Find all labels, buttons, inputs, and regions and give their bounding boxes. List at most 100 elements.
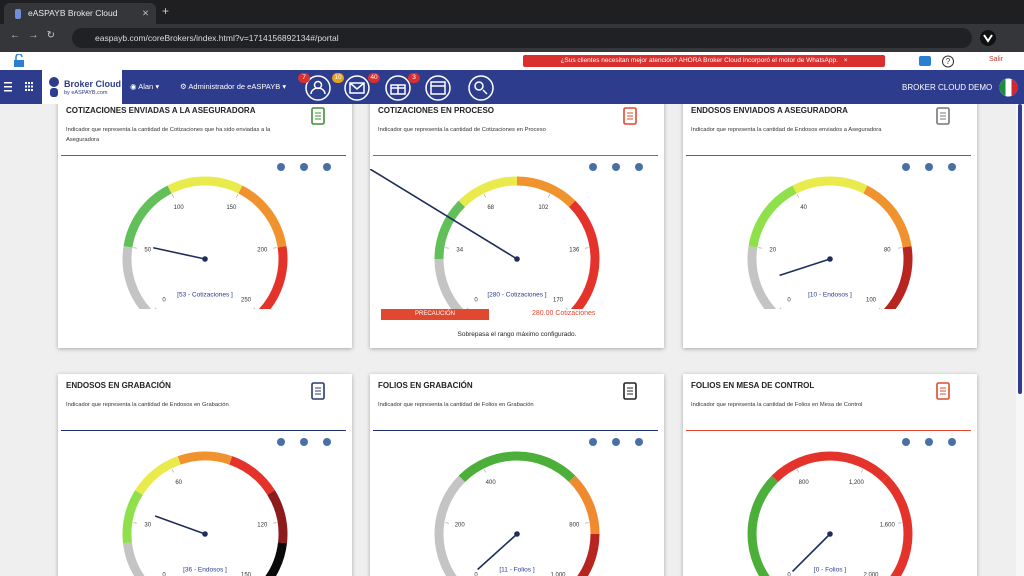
tool-button[interactable] [300,438,308,446]
tool-button[interactable] [902,438,910,446]
gauge-value-label: [0 - Folios ] [814,567,846,574]
warning-amount: 280.00 Cotizaciones [532,310,596,317]
tool-button[interactable] [612,438,620,446]
tool-button[interactable] [948,163,956,171]
user-name: Alan [138,82,154,91]
gauge-tick-label: 40 [800,205,807,211]
tool-button[interactable] [925,438,933,446]
gauge-tick-label: 100 [174,205,185,211]
gauge-tick-label: 0 [787,298,791,304]
tool-button[interactable] [589,163,597,171]
tool-button[interactable] [300,163,308,171]
card-description: Indicador que representa la cantidad de … [378,127,546,133]
needle-hub [514,256,520,262]
user-menu[interactable]: ◉ Alan ▾ [130,82,160,91]
tool-button[interactable] [925,163,933,171]
gauge-tick-label: 800 [569,523,580,529]
card-title: COTIZACIONES EN PROCESO [378,106,495,115]
gauge-tick-label: 20 [769,248,776,254]
card-title: FOLIOS EN GRABACIÓN [378,381,473,390]
warning-button[interactable]: PRECAUCIÓN [381,309,489,320]
gauge-tick-label: 0 [474,573,478,576]
gauge-card: ENDOSOS EN GRABACIÓN Indicador que repres… [58,374,352,576]
gauge-tick-label: 30 [144,523,151,529]
gauge-tick-label: 120 [257,523,268,529]
gauge-tick [585,522,589,524]
tool-button[interactable] [635,163,643,171]
new-tab[interactable]: + [162,4,170,18]
tool-button[interactable] [589,438,597,446]
top-strip: ¿Sus clientes necesitan mejor atención? … [0,52,1024,70]
tool-button[interactable] [902,163,910,171]
warning-message: Sobrepasa el rango máximo configurado. [457,331,577,338]
gauge: 0 50 100 150 200 250 [53 - Cotizaciones ] [122,176,288,309]
card-icon [311,107,325,125]
gauge-band [458,176,518,208]
gauge-band [577,533,600,576]
tool-button[interactable] [323,163,331,171]
lock-icon[interactable] [12,54,26,68]
notice-banner[interactable]: ¿Sus clientes necesitan mejor atención? … [523,55,885,67]
logo-mark [49,77,59,97]
card-divider [61,155,346,156]
gauge-value-label: [11 - Folios ] [499,567,534,574]
logo[interactable]: Broker Cloud by eASPAYB.com [42,70,122,104]
flag[interactable] [999,78,1018,97]
tool-button[interactable] [612,163,620,171]
logout[interactable]: Salir [989,56,1004,63]
notice-close[interactable]: × [843,57,848,64]
gauge-value-label: [36 - Endosos ] [183,567,227,574]
gauge-tick [796,469,799,473]
gauge-tick [565,307,568,309]
action-clients[interactable] [305,75,331,101]
tool-button[interactable] [277,163,285,171]
action-mail[interactable] [344,75,370,101]
needle-hub [202,531,208,537]
tool-button[interactable] [277,438,285,446]
gauge-needle [370,169,518,260]
gauge-tick [898,247,902,249]
gauge-needle [477,533,518,571]
gauge-tick [483,469,486,473]
nav-buttons[interactable]: ← → ↻ [10,30,56,41]
tool-button[interactable] [635,438,643,446]
gauge: 0 800 1,200 1,600 2,000 [0 - Folios ] [747,451,913,576]
url-field[interactable]: easpayb.com/coreBrokers/index.html?v=171… [72,28,972,48]
profile-icon[interactable] [980,30,996,46]
card-title: ENDOSOS ENVIADOS A ASEGURADORA [691,106,848,115]
gauge-band [568,200,600,260]
needle-hub [202,256,208,262]
gauge-tick [154,307,157,309]
brand: Broker Cloud [64,79,122,89]
gauge-band [123,185,172,248]
card-title: FOLIOS EN MESA DE CONTROL [691,381,815,390]
action-search-user[interactable] [468,75,494,101]
icon-shape [311,107,325,125]
browser-tab[interactable]: eASPAYB Broker Cloud ✕ [4,3,156,24]
gauge-needle [791,533,831,573]
tool-button[interactable] [323,438,331,446]
menu-icons[interactable] [4,81,38,93]
scrollbar[interactable] [1016,104,1024,576]
action-gift[interactable] [385,75,411,101]
gauge-tick [445,522,449,524]
tool-button[interactable] [948,438,956,446]
gauge-tick-label: 1,000 [551,573,567,576]
gauge-tick-label: 200 [455,523,466,529]
gauge-tick-label: 1,200 [849,480,865,486]
gauge-tick-label: 34 [456,248,463,254]
needle-hub [827,256,833,262]
tab-close[interactable]: ✕ [142,8,150,18]
gauge-tick [133,522,137,524]
card-divider [373,430,658,431]
action-calendar[interactable] [425,75,451,101]
needle-hub [514,531,520,537]
gauge-band [434,475,466,535]
role-menu[interactable]: ⚙ Administrador de eASPAYB ▾ [180,82,287,91]
gauge-tick-label: 2,000 [864,573,880,576]
gauge-band [883,246,913,309]
gauge-tick [548,194,551,198]
help-icons[interactable]: ? [918,55,968,68]
gauge-band [863,185,912,248]
gauge-tick-label: 60 [175,480,182,486]
